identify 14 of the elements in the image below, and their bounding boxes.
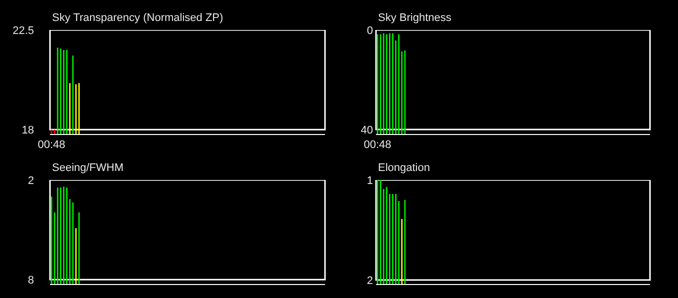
- y-tick-label: 2: [28, 174, 34, 187]
- x-tick-label: 00:48: [364, 139, 392, 152]
- y-tick-label: 1: [366, 174, 373, 187]
- y-tick-label: 40: [360, 124, 373, 136]
- y-tick-label: 0: [366, 24, 373, 37]
- chart-title: Sky Brightness: [378, 12, 452, 24]
- chart-title: Seeing/FWHM: [52, 162, 124, 174]
- y-tick-label: 18: [22, 124, 34, 136]
- y-tick-label: 22.5: [12, 24, 34, 37]
- x-tick-label: 00:48: [38, 139, 66, 152]
- y-tick-label: 8: [28, 274, 34, 287]
- chart-title: Sky Transparency (Normalised ZP): [52, 12, 224, 24]
- y-tick-label: 2: [366, 274, 373, 287]
- chart-title: Elongation: [378, 162, 430, 174]
